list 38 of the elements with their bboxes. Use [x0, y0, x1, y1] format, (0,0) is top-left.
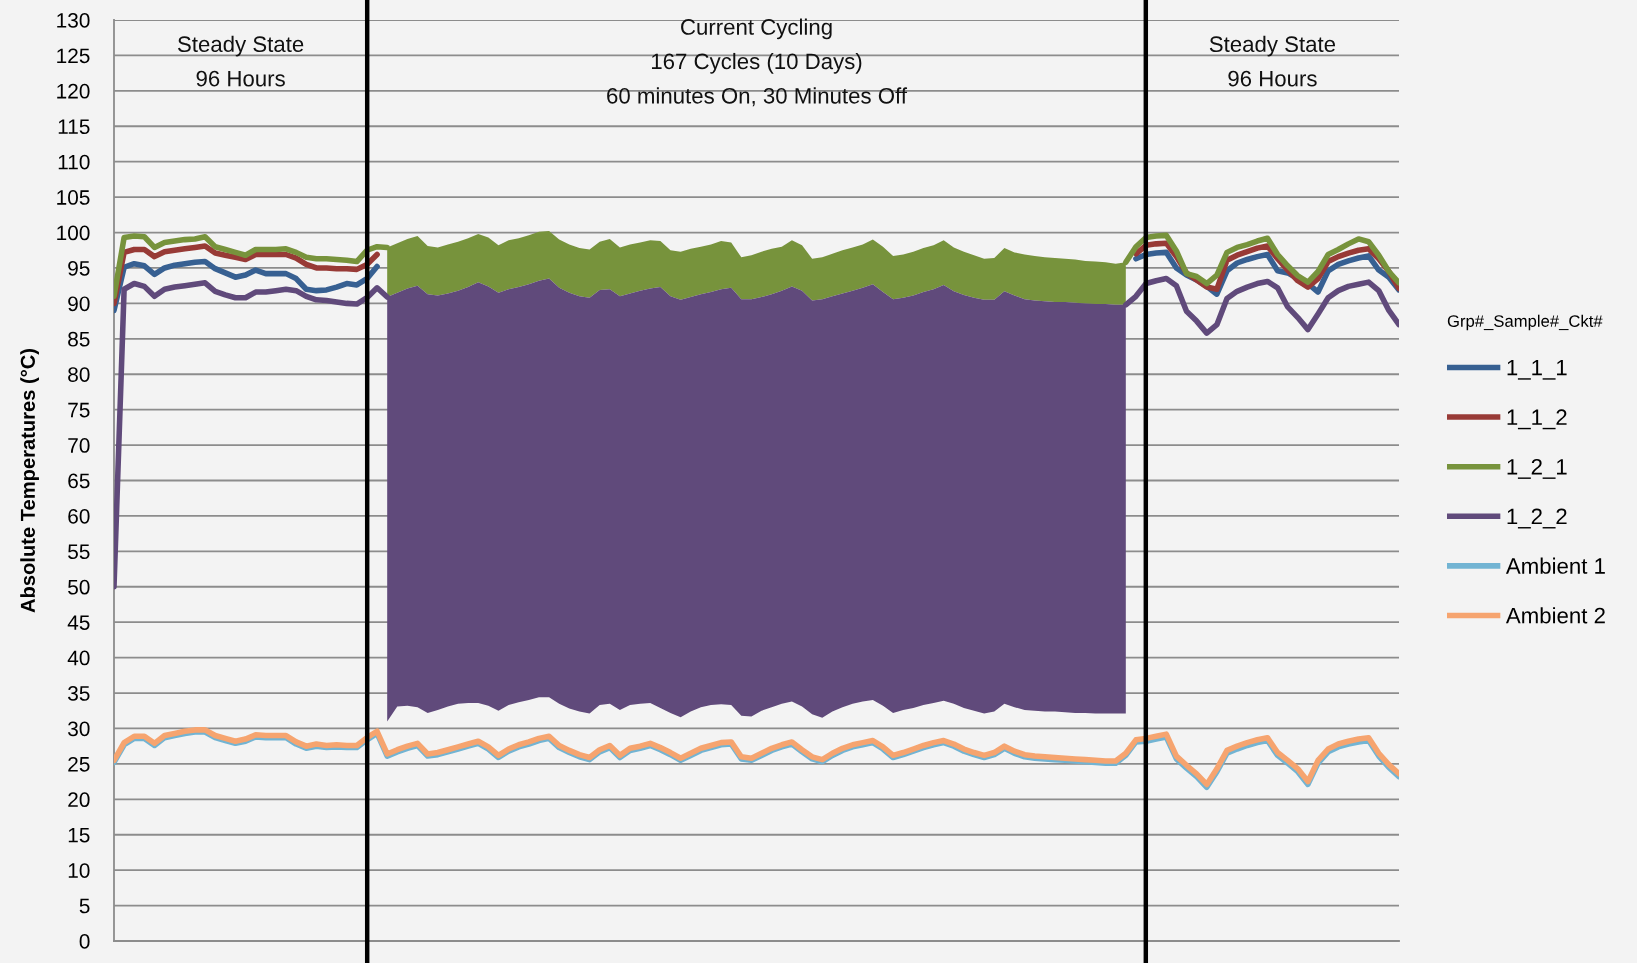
y-tick-label: 80	[68, 367, 90, 382]
y-tick-label: 130	[57, 13, 90, 28]
y-tick-label: 90	[68, 296, 90, 312]
y-tick-label: 85	[68, 331, 90, 347]
y-tick-label: 40	[67, 650, 90, 666]
y-axis-title: Absolute Temperatures (°C)	[20, 348, 39, 613]
legend-title: Grp#_Sample#_Ckt#	[1447, 314, 1603, 331]
legend-label: 1_1_1	[1507, 359, 1567, 380]
y-tick-label: 30	[68, 721, 90, 737]
legend-label: Ambient 2	[1505, 607, 1605, 624]
y-tick-label: 50	[68, 579, 90, 595]
y-tick-label: 115	[58, 119, 90, 135]
y-tick-label: 55	[68, 544, 90, 560]
annotation: Steady State 96 Hours	[1209, 35, 1336, 87]
y-tick-label: 100	[57, 225, 90, 241]
y-tick-label: 5	[79, 898, 90, 914]
y-tick-label: 105	[57, 190, 90, 205]
y-tick-label: 25	[68, 756, 90, 772]
y-tick-label: 120	[57, 83, 90, 99]
y-tick-label: 20	[68, 792, 90, 808]
legend-label: 1_2_1	[1507, 458, 1567, 479]
legend-label: Ambient 1	[1505, 557, 1605, 574]
y-tick-label: 0	[79, 934, 90, 949]
annotation: Current Cycling 167 Cycles (10 Days) 60 minutes On, 30 Minutes Off	[607, 18, 908, 107]
y-tick-label: 75	[68, 402, 90, 418]
y-tick-label: 60	[68, 508, 90, 524]
y-tick-label: 125	[57, 48, 90, 64]
y-tick-label: 10	[68, 863, 90, 878]
y-tick-label: 110	[58, 154, 90, 170]
legend-label: 1_1_2	[1507, 409, 1567, 430]
y-tick-label: 15	[68, 827, 90, 843]
y-tick-label: 35	[68, 686, 90, 701]
annotation: Steady State 96 Hours	[177, 35, 304, 87]
y-tick-label: 70	[68, 438, 90, 453]
y-tick-label: 45	[67, 615, 90, 630]
y-tick-label: 65	[68, 473, 90, 489]
legend-label: 1_2_2	[1507, 508, 1567, 529]
y-tick-label: 95	[68, 260, 90, 276]
